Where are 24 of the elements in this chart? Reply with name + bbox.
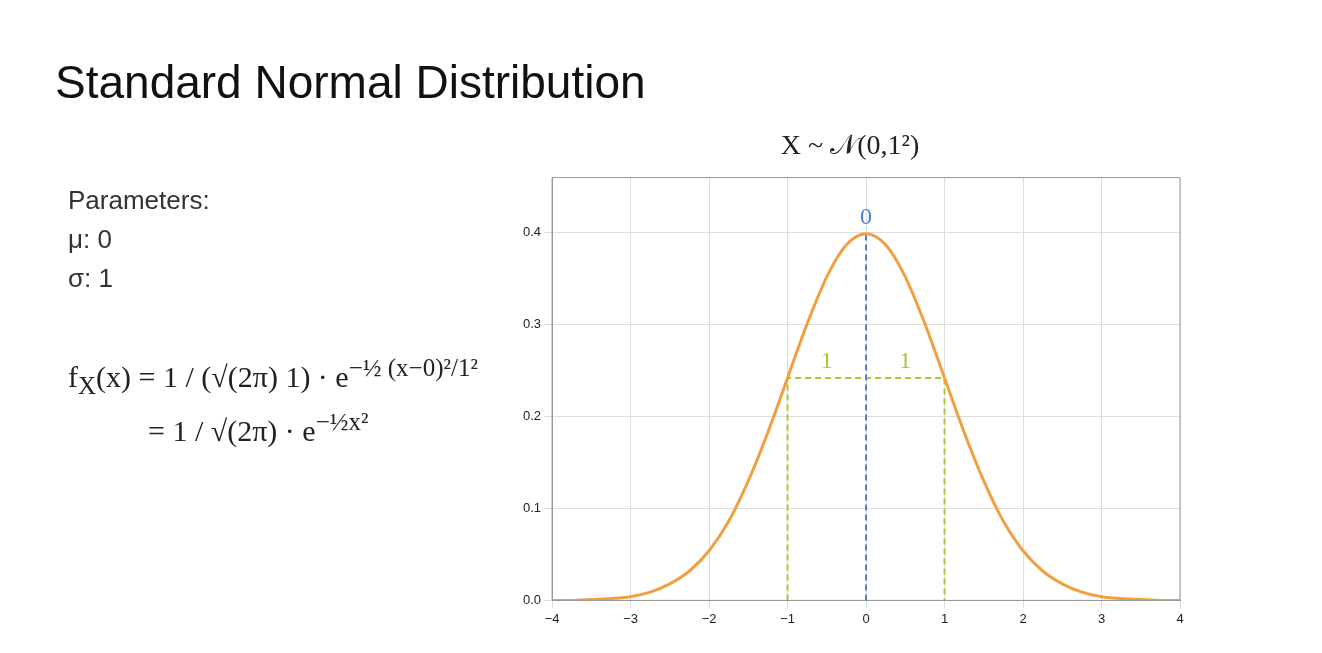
chart-title: Standard Normal Distribution [55,55,646,109]
x-tick-label: 4 [1176,610,1184,626]
chart-subtitle: X ~ 𝒩(0,1²) [780,129,920,161]
text: Parameters: [68,185,211,216]
x-tick-label: 3 [1097,610,1106,626]
y-tick-label: 0.4 [522,224,542,240]
x-tick-label: −2 [701,610,717,626]
x-tick-label: 1 [940,610,949,626]
text: f$_{X}$(x) = 1 / (√(2π) 1) · e$^{−½ (x−0)²/1²}$ [68,354,478,400]
text: σ: 1 [68,263,114,294]
annotation: 1 [820,347,833,374]
y-tick-label: 0.1 [522,500,542,516]
annotation: 0 [860,202,873,229]
x-tick-label: −3 [623,610,638,626]
y-tick-label: 0.3 [522,316,542,332]
x-tick-label: 2 [1019,610,1027,626]
y-tick-label: 0.0 [522,591,542,607]
annotation: 1 [899,347,912,374]
x-tick-label: −4 [544,610,560,626]
y-tick-label: 0.2 [522,408,542,424]
text: = 1 / √(2π) · e$^{−½x²}$ [148,408,370,448]
x-tick-label: −1 [780,610,795,626]
x-tick-label: 0 [862,610,870,626]
text: μ: 0 [68,224,113,255]
